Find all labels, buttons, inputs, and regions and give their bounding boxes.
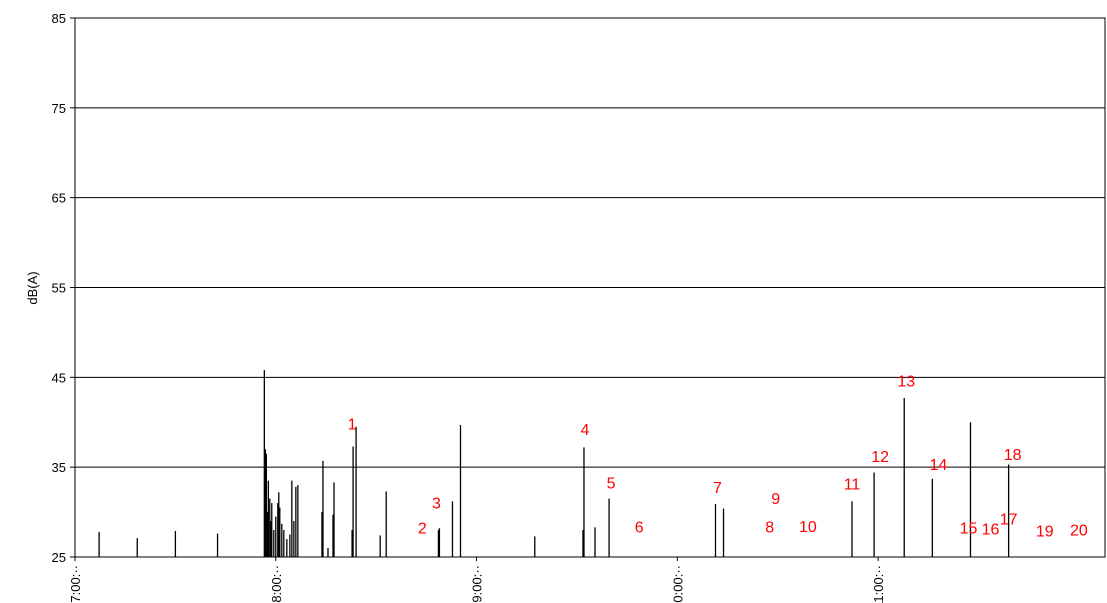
annotation-label: 16 — [982, 522, 1000, 539]
y-axis-title: dB(A) — [25, 271, 40, 304]
y-tick-label: 85 — [52, 11, 66, 26]
annotation-label: 20 — [1070, 522, 1088, 539]
annotation-label: 12 — [871, 449, 889, 466]
annotation-label: 9 — [771, 491, 780, 508]
x-tick-label: 10:00:·· — [670, 565, 685, 603]
x-tick-label: 11:00:·· — [871, 565, 886, 603]
annotation-label: 5 — [607, 476, 616, 493]
x-tick-label: 8:00:·· — [269, 565, 284, 603]
annotation-label: 2 — [418, 521, 427, 538]
annotation-label: 15 — [960, 521, 978, 538]
annotation-label: 3 — [432, 495, 441, 512]
annotation-label: 6 — [635, 520, 644, 537]
annotation-label: 17 — [1000, 512, 1018, 529]
y-tick-label: 25 — [52, 550, 66, 565]
y-axis-ticks: 25 35 45 55 65 75 85 — [52, 11, 75, 565]
annotation-label: 4 — [581, 422, 590, 439]
annotation-label: 11 — [844, 477, 861, 494]
y-tick-label: 55 — [52, 281, 66, 296]
x-tick-label: 9:00:·· — [470, 565, 485, 603]
annotation-label: 19 — [1036, 523, 1054, 540]
y-tick-label: 45 — [52, 370, 66, 385]
annotation-label: 8 — [765, 520, 774, 537]
annotation-label: 7 — [713, 480, 722, 497]
y-tick-label: 65 — [52, 191, 66, 206]
annotation-label: 14 — [929, 457, 947, 474]
annotation-label: 18 — [1004, 447, 1022, 464]
annotation-label: 13 — [897, 373, 915, 390]
gridlines — [75, 107, 1105, 468]
y-tick-label: 75 — [52, 101, 66, 116]
annotation-label: 1 — [348, 416, 357, 433]
annotation-label: 10 — [799, 519, 817, 536]
x-axis-ticks: 7:00:·· 8:00:·· 9:00:·· 10:00:·· 11:00:·· — [68, 557, 886, 603]
y-tick-label: 35 — [52, 460, 66, 475]
series-spikes — [98, 370, 1010, 557]
x-tick-label: 7:00:·· — [68, 565, 83, 603]
